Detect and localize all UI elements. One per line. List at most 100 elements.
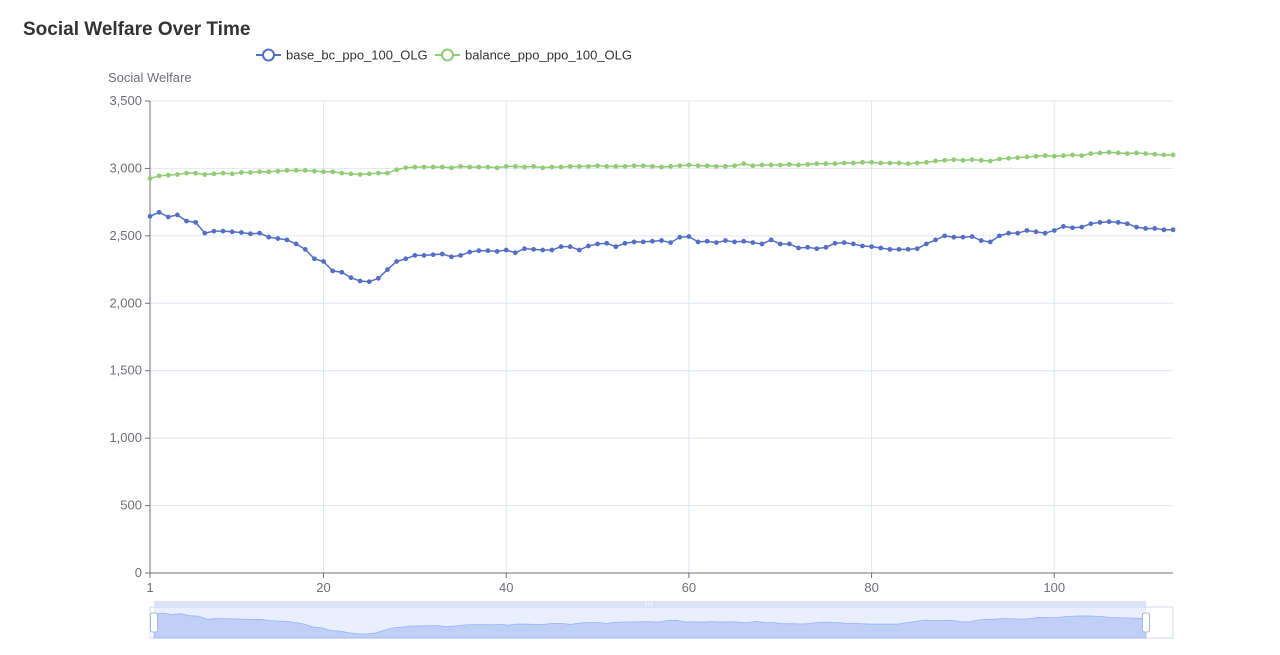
data-point xyxy=(686,162,692,168)
data-point xyxy=(449,254,454,260)
data-zoom-slider[interactable] xyxy=(149,601,1174,639)
data-point xyxy=(960,234,966,240)
data-point xyxy=(649,164,655,169)
chart-title: Social Welfare Over Time xyxy=(23,19,251,40)
data-point xyxy=(659,238,664,243)
data-point xyxy=(613,164,619,169)
zoom-handle-left[interactable] xyxy=(150,612,158,633)
legend-marker xyxy=(262,48,275,62)
series-1 xyxy=(147,209,1176,285)
data-point xyxy=(1115,150,1121,156)
data-point xyxy=(1106,219,1112,225)
data-point xyxy=(741,161,747,167)
data-point xyxy=(558,164,564,170)
y-tick-label: 1,500 xyxy=(109,363,142,378)
data-point xyxy=(759,241,765,247)
data-point xyxy=(914,246,920,252)
data-point xyxy=(713,240,719,246)
data-point xyxy=(558,244,564,250)
data-point xyxy=(165,172,171,178)
zoom-move-bar[interactable] xyxy=(154,601,1146,607)
data-point xyxy=(1051,153,1057,159)
data-point xyxy=(1106,149,1112,155)
data-point xyxy=(439,164,445,170)
data-point xyxy=(266,234,272,240)
data-point xyxy=(1124,151,1130,156)
data-point xyxy=(366,279,372,285)
data-point xyxy=(1134,224,1139,230)
data-point xyxy=(923,241,929,247)
data-point xyxy=(640,163,646,169)
data-point xyxy=(1015,230,1021,236)
data-point xyxy=(467,249,473,255)
data-point xyxy=(595,163,600,169)
data-point xyxy=(576,247,582,253)
data-point xyxy=(184,218,189,224)
data-point xyxy=(275,236,281,241)
data-point xyxy=(668,164,674,169)
data-point xyxy=(942,157,948,163)
data-point xyxy=(814,161,820,167)
data-point xyxy=(1088,221,1094,227)
data-point xyxy=(348,171,354,177)
data-point xyxy=(202,230,208,236)
data-point xyxy=(293,241,299,247)
data-point xyxy=(832,240,838,246)
zoom-handle-right[interactable] xyxy=(1142,612,1150,633)
data-point xyxy=(467,164,473,170)
data-point xyxy=(1070,152,1075,158)
data-point xyxy=(978,238,984,243)
data-point xyxy=(841,160,847,166)
data-point xyxy=(412,164,418,170)
data-point xyxy=(659,164,664,170)
data-point xyxy=(677,163,683,169)
data-point xyxy=(165,214,171,220)
legend-label: balance_ppo_ppo_100_OLG xyxy=(465,48,632,63)
data-point xyxy=(942,233,948,239)
data-point xyxy=(284,168,290,173)
data-point xyxy=(375,275,381,281)
data-point xyxy=(503,247,509,253)
data-point xyxy=(248,231,253,237)
data-point xyxy=(1124,221,1130,227)
data-point xyxy=(266,169,272,175)
data-point xyxy=(887,246,893,252)
data-point xyxy=(357,172,363,177)
data-point xyxy=(759,162,765,168)
data-point xyxy=(631,163,637,169)
data-point xyxy=(1152,226,1158,231)
data-point xyxy=(540,165,546,171)
data-point xyxy=(640,239,646,245)
data-point xyxy=(375,170,381,176)
y-tick-label: 3,500 xyxy=(109,93,142,108)
legend-item-2[interactable]: balance_ppo_ppo_100_OLG xyxy=(435,48,632,63)
data-point xyxy=(522,164,527,170)
data-point xyxy=(321,169,326,175)
zoom-grip-icon[interactable] xyxy=(645,602,653,606)
series-group xyxy=(147,149,1176,285)
zoom-selected-window[interactable] xyxy=(154,607,1146,638)
data-point xyxy=(1170,152,1176,158)
legend-item-1[interactable]: base_bc_ppo_100_OLG xyxy=(256,48,428,63)
data-point xyxy=(421,253,427,258)
data-point xyxy=(1015,155,1021,161)
data-point xyxy=(586,243,591,249)
data-point xyxy=(476,164,482,170)
x-tick-label: 60 xyxy=(682,580,696,595)
data-point xyxy=(449,165,454,171)
data-point xyxy=(796,162,801,168)
data-point xyxy=(777,241,783,247)
data-point xyxy=(695,163,701,169)
data-point xyxy=(796,245,801,251)
data-point xyxy=(723,238,728,243)
data-point xyxy=(211,228,217,234)
data-point xyxy=(850,241,856,247)
data-point xyxy=(147,176,153,181)
data-point xyxy=(175,212,180,218)
x-tick-label: 100 xyxy=(1043,580,1065,595)
x-tick-label: 80 xyxy=(864,580,878,595)
data-point xyxy=(668,240,674,246)
data-point xyxy=(814,246,820,252)
data-point xyxy=(604,240,610,246)
data-point xyxy=(1033,153,1039,159)
